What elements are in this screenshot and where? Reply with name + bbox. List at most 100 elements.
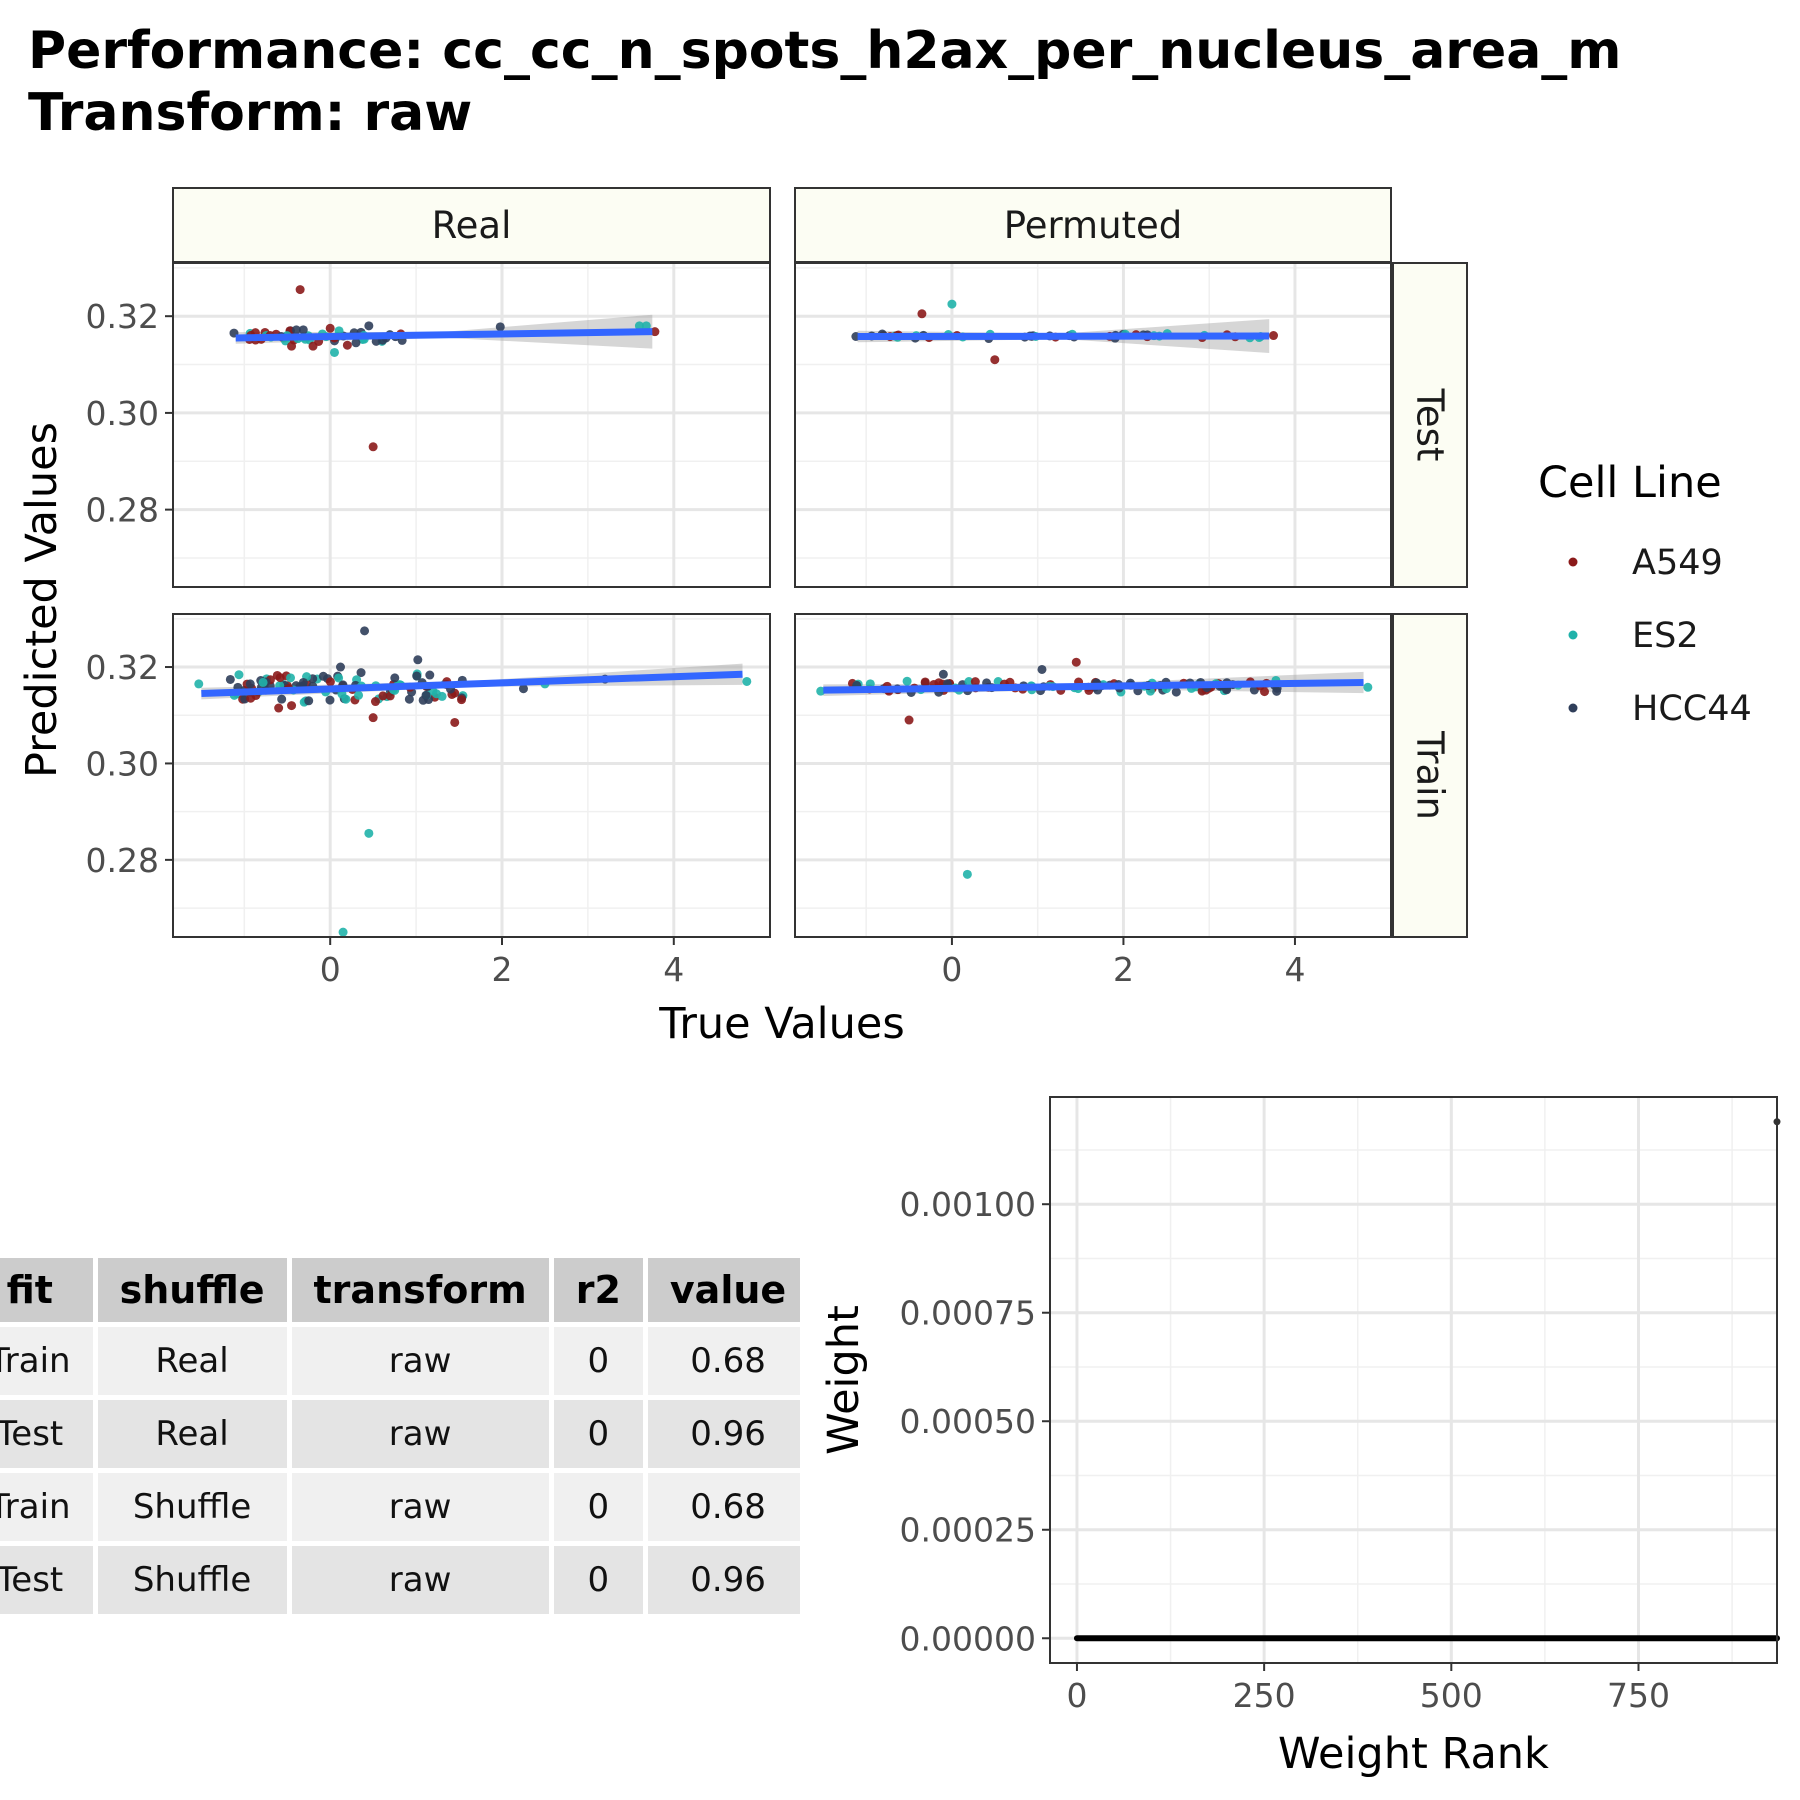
data-point xyxy=(421,690,431,700)
data-point xyxy=(964,677,974,687)
panel-background xyxy=(795,614,1391,937)
data-point xyxy=(1071,657,1081,667)
y-tick-label: 0.00075 xyxy=(900,1294,1036,1333)
data-point xyxy=(234,670,244,680)
metrics-table-region: fit shuffle transform r2 value Train Rea… xyxy=(0,1200,800,1650)
y-tick-label: 0.30 xyxy=(86,394,159,433)
data-point xyxy=(404,694,414,704)
table-row: Test Real raw 0 0.96 xyxy=(0,1400,800,1468)
fit-line xyxy=(201,670,743,698)
strip-background xyxy=(172,187,771,263)
data-point xyxy=(450,717,460,727)
strip-label: Train xyxy=(1409,730,1452,820)
weight-rank-plot: 0.00000 0.00025 0.00050 0.00075 0.00100 0 250 5… xyxy=(819,1096,1781,1779)
x-tick-label: 4 xyxy=(663,950,684,989)
strip-label: Test xyxy=(1409,388,1452,462)
data-point xyxy=(364,321,374,331)
data-point xyxy=(338,927,348,937)
data-point xyxy=(351,338,361,348)
table-cell-value: 0.96 xyxy=(647,1400,800,1468)
data-point xyxy=(298,677,308,687)
data-point xyxy=(917,309,927,319)
legend-label-a549: A549 xyxy=(1632,543,1723,583)
table-cell-r2: 0 xyxy=(553,1400,643,1468)
data-point xyxy=(360,626,370,636)
data-point xyxy=(286,673,296,683)
y-tick-label: 0.32 xyxy=(86,648,159,687)
data-point xyxy=(287,701,297,711)
x-tick-label: 0 xyxy=(941,950,962,989)
legend-key-es2 xyxy=(1568,630,1578,640)
strip-background xyxy=(1392,613,1468,938)
data-point xyxy=(412,671,422,681)
data-point xyxy=(325,323,335,333)
table-cell-transform: raw xyxy=(291,1400,549,1468)
data-point xyxy=(274,703,284,713)
data-point xyxy=(378,691,388,701)
table-header-transform: transform xyxy=(291,1258,549,1322)
y-tick-label: 0.00050 xyxy=(900,1402,1036,1441)
table-cell-r2: 0 xyxy=(553,1473,643,1541)
strip-label: Real xyxy=(432,204,512,247)
data-point xyxy=(920,677,930,687)
legend-label-es2: ES2 xyxy=(1632,616,1699,656)
data-point xyxy=(370,697,380,707)
data-point xyxy=(245,679,255,689)
table-cell-transform: raw xyxy=(291,1327,549,1395)
legend-title: Cell Line xyxy=(1538,458,1722,508)
table-cell-value: 0.68 xyxy=(647,1473,800,1541)
panel-border xyxy=(172,613,771,938)
x-tick-label: 4 xyxy=(1284,950,1305,989)
strip-label: Permuted xyxy=(1004,204,1183,247)
data-point xyxy=(495,322,505,332)
data-point xyxy=(308,341,318,351)
x-tick-label: 750 xyxy=(1607,1676,1670,1715)
table-header-fit: fit xyxy=(0,1258,93,1322)
facet-panel-permuted-test xyxy=(794,262,1392,588)
data-point xyxy=(390,673,400,683)
data-point xyxy=(634,321,644,331)
y-tick-label: 0.00100 xyxy=(900,1185,1036,1224)
data-point xyxy=(295,285,305,295)
data-point xyxy=(1037,664,1047,674)
table-row: Train Shuffle raw 0 0.68 xyxy=(0,1473,800,1541)
table-cell-fit: Test xyxy=(0,1400,93,1468)
data-point xyxy=(336,662,346,672)
data-point xyxy=(325,695,335,705)
data-point xyxy=(431,689,441,699)
data-point xyxy=(298,325,308,335)
panel-background xyxy=(795,263,1391,587)
x-tick-label: 500 xyxy=(1420,1676,1483,1715)
chart-title: Performance: cc_cc_n_spots_h2ax_per_nucl… xyxy=(28,20,1622,144)
strip-background xyxy=(1392,262,1468,588)
data-point xyxy=(287,341,297,351)
data-point xyxy=(650,327,660,337)
table-cell-shuffle: Shuffle xyxy=(97,1473,287,1541)
data-point xyxy=(368,442,378,452)
table-cell-fit: Test xyxy=(0,1546,93,1614)
metrics-table: fit shuffle transform r2 value Train Rea… xyxy=(0,1253,800,1619)
data-point xyxy=(258,677,268,687)
data-point xyxy=(329,347,339,357)
table-header-shuffle: shuffle xyxy=(97,1258,287,1322)
panel-border xyxy=(794,613,1392,938)
data-point xyxy=(318,671,328,681)
data-point xyxy=(413,655,423,665)
x-axis-title: Weight Rank xyxy=(1278,1729,1549,1779)
legend-key-a549 xyxy=(1568,557,1578,567)
data-point xyxy=(518,684,528,694)
panel-background xyxy=(173,263,770,587)
panel-background xyxy=(173,614,770,937)
data-point xyxy=(457,695,467,705)
table-cell-fit: Train xyxy=(0,1327,93,1395)
table-cell-transform: raw xyxy=(291,1473,549,1541)
data-point xyxy=(325,677,335,687)
y-tick-label: 0.00025 xyxy=(900,1511,1036,1550)
data-point xyxy=(816,686,826,696)
facet-strip-test: Test xyxy=(1392,262,1468,588)
table-cell-r2: 0 xyxy=(553,1327,643,1395)
y-axis-title: Weight xyxy=(819,1305,869,1455)
data-point xyxy=(1269,331,1279,341)
data-point xyxy=(354,690,364,700)
table-cell-shuffle: Real xyxy=(97,1400,287,1468)
